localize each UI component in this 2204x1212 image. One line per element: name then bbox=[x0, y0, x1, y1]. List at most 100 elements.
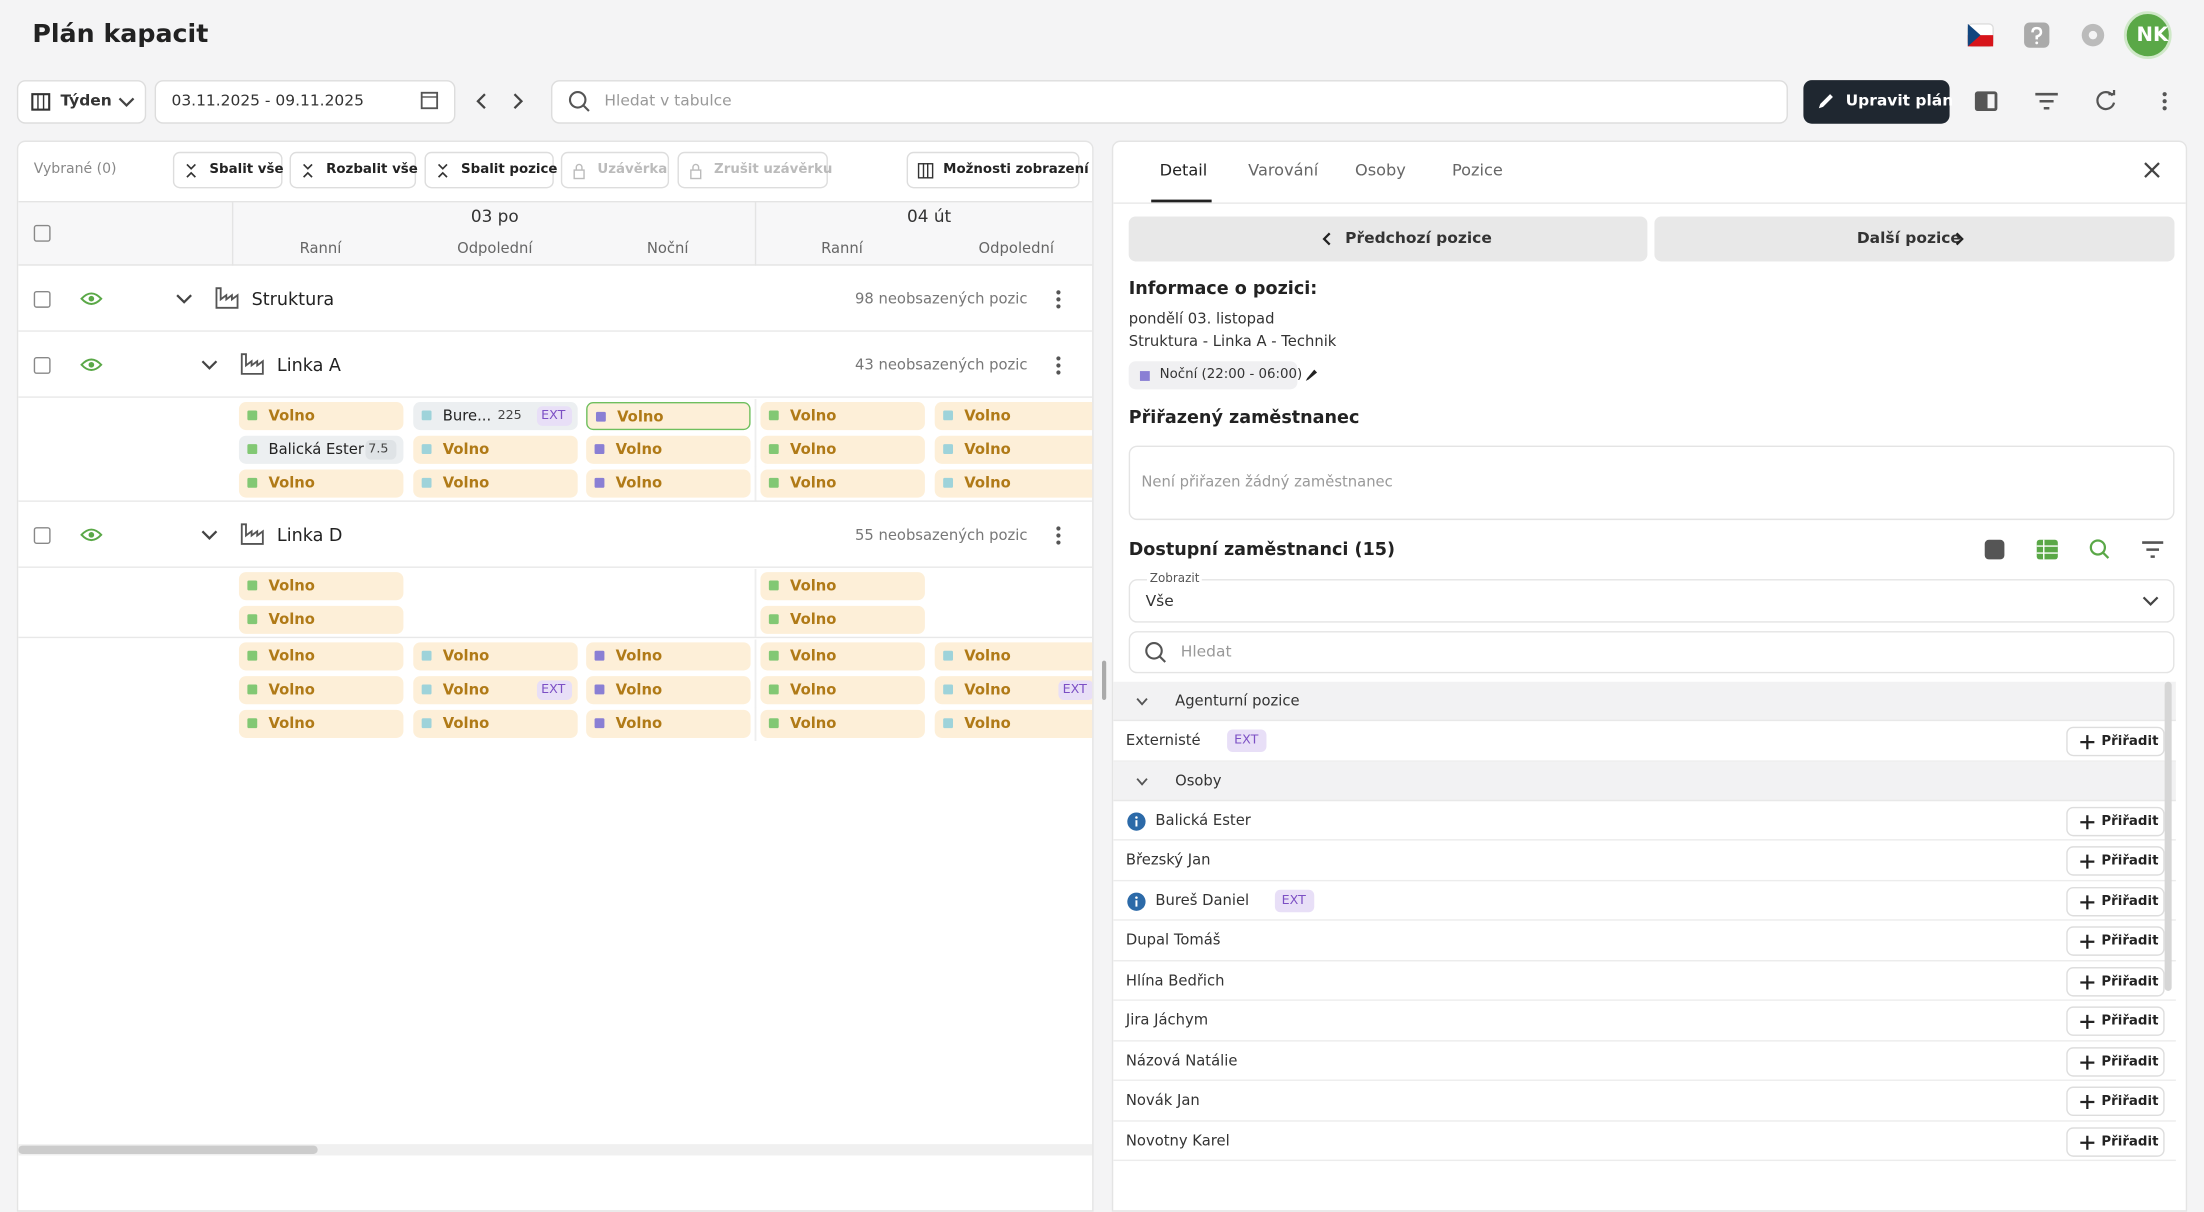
shift-cell[interactable]: Volno EXT bbox=[934, 676, 1093, 705]
cell-text[interactable]: Volno bbox=[789, 647, 837, 665]
shift-cell[interactable]: Volno bbox=[586, 642, 751, 671]
cell-text[interactable]: Volno bbox=[268, 681, 315, 699]
shift-cell[interactable]: Volno bbox=[238, 605, 404, 634]
assign-button[interactable]: Přiřadit bbox=[2066, 1046, 2165, 1076]
toolbar-button[interactable]: Sbalit vše bbox=[172, 151, 284, 189]
shift-cell[interactable]: Balická Ester 7.5 bbox=[238, 435, 404, 464]
assign-button[interactable]: Přiřadit bbox=[2066, 1126, 2165, 1157]
cell-text[interactable]: Volno bbox=[964, 407, 1011, 425]
checkbox[interactable] bbox=[33, 357, 51, 374]
assign-button[interactable]: Přiřadit bbox=[2066, 886, 2165, 916]
assign-label[interactable]: Přiřadit bbox=[2101, 973, 2159, 989]
shift-cell[interactable]: Volno bbox=[586, 435, 751, 464]
shift-cell[interactable]: Volno bbox=[760, 402, 925, 431]
view-select[interactable] bbox=[16, 80, 147, 124]
assign-button[interactable]: Přiřadit bbox=[2066, 966, 2165, 996]
resize-handle[interactable] bbox=[1101, 660, 1107, 700]
cell-text[interactable]: Volno bbox=[268, 407, 315, 425]
checkbox[interactable] bbox=[33, 290, 51, 308]
assign-label[interactable]: Přiřadit bbox=[2101, 733, 2159, 750]
shift-cell[interactable]: Bure... 225 EXT bbox=[413, 402, 578, 431]
prev-button[interactable]: Předchozí pozice bbox=[1128, 216, 1648, 262]
employee-search[interactable] bbox=[1128, 631, 2175, 674]
cell-text[interactable]: Volno bbox=[789, 577, 837, 595]
view-options-button[interactable]: Možnosti zobrazení bbox=[906, 151, 1089, 189]
tab[interactable]: Pozice bbox=[1451, 160, 1503, 180]
toolbar-button-label[interactable]: Sbalit pozice bbox=[461, 161, 558, 178]
tab[interactable]: Osoby bbox=[1355, 160, 1406, 180]
assign-label[interactable]: Přiřadit bbox=[2101, 813, 2159, 829]
assign-button[interactable]: Přiřadit bbox=[2066, 926, 2165, 956]
assign-label[interactable]: Přiřadit bbox=[2101, 933, 2159, 949]
tab[interactable]: Detail bbox=[1159, 160, 1208, 180]
shift-cell[interactable]: Volno bbox=[413, 435, 578, 464]
shift-cell[interactable]: Volno bbox=[934, 469, 1093, 498]
filter-select[interactable] bbox=[1128, 579, 2175, 623]
cell-text[interactable]: Volno bbox=[964, 441, 1011, 459]
prev-label[interactable]: Předchozí pozice bbox=[1345, 229, 1492, 248]
cell-text[interactable]: Volno bbox=[615, 475, 663, 492]
cell-text[interactable]: Volno bbox=[964, 647, 1011, 665]
cell-text[interactable]: Volno bbox=[615, 441, 663, 459]
toolbar-button-label[interactable]: Rozbalit vše bbox=[326, 161, 418, 178]
next-label[interactable]: Další pozice bbox=[1856, 229, 1961, 248]
shift-cell[interactable]: Volno EXT bbox=[413, 676, 578, 705]
shift-cell[interactable]: Volno bbox=[760, 605, 925, 634]
cell-text[interactable]: Volno bbox=[442, 715, 490, 733]
toolbar-button[interactable]: Sbalit pozice bbox=[424, 151, 557, 189]
shift-cell[interactable]: Volno bbox=[238, 572, 404, 601]
shift-cell[interactable]: Volno bbox=[934, 709, 1093, 738]
cell-text[interactable]: Volno bbox=[268, 715, 315, 733]
cell-text[interactable]: Volno bbox=[617, 409, 664, 426]
shift-cell[interactable]: Volno bbox=[586, 676, 751, 705]
shift-cell[interactable]: Volno bbox=[238, 676, 404, 705]
shift-cell[interactable]: Volno bbox=[238, 709, 404, 738]
shift-cell[interactable]: Volno bbox=[586, 709, 751, 738]
next-button[interactable]: Další pozice bbox=[1654, 216, 2175, 262]
cell-text[interactable]: Volno bbox=[615, 681, 663, 699]
shift-cell[interactable]: Volno bbox=[760, 676, 925, 705]
shift-cell[interactable]: Volno bbox=[413, 709, 578, 738]
assign-label[interactable]: Přiřadit bbox=[2101, 893, 2159, 909]
checkbox[interactable] bbox=[33, 224, 51, 242]
assign-label[interactable]: Přiřadit bbox=[2101, 853, 2159, 869]
assign-button[interactable]: Přiřadit bbox=[2066, 1086, 2165, 1117]
toolbar-button-label[interactable]: Sbalit vše bbox=[209, 161, 284, 178]
shift-cell[interactable]: Volno bbox=[413, 469, 578, 498]
shift-cell[interactable]: Volno bbox=[413, 642, 578, 671]
cell-text[interactable]: Volno bbox=[789, 611, 837, 629]
assign-label[interactable]: Přiřadit bbox=[2101, 1133, 2159, 1150]
assign-button[interactable]: Přiřadit bbox=[2066, 726, 2165, 757]
shift-cell[interactable]: Volno bbox=[760, 572, 925, 601]
cell-text[interactable]: Volno bbox=[268, 577, 315, 595]
cell-text[interactable]: Bure... bbox=[442, 407, 492, 425]
filter-value[interactable]: Vše bbox=[1145, 591, 1174, 611]
cell-text[interactable]: Volno bbox=[615, 715, 663, 733]
cell-text[interactable]: Volno bbox=[442, 681, 490, 699]
cell-text[interactable]: Volno bbox=[789, 441, 837, 459]
shift-cell[interactable]: Volno bbox=[586, 469, 751, 498]
shift-cell[interactable]: Volno bbox=[760, 469, 925, 498]
cell-text[interactable]: Volno bbox=[964, 715, 1011, 733]
shift-cell[interactable]: Volno bbox=[586, 402, 751, 431]
cell-text[interactable]: Volno bbox=[615, 647, 663, 665]
cell-text[interactable]: Volno bbox=[268, 647, 315, 665]
table-search[interactable] bbox=[550, 80, 1788, 124]
cell-text[interactable]: Volno bbox=[442, 647, 490, 665]
assign-label[interactable]: Přiřadit bbox=[2101, 1013, 2159, 1029]
cell-text[interactable]: Balická Ester bbox=[268, 441, 364, 459]
shift-cell[interactable]: Volno bbox=[238, 469, 404, 498]
date-input[interactable] bbox=[154, 80, 456, 124]
assign-button[interactable]: Přiřadit bbox=[2066, 1006, 2165, 1036]
toolbar-button[interactable]: Rozbalit vše bbox=[289, 151, 418, 189]
cell-text[interactable]: Volno bbox=[964, 681, 1011, 699]
shift-cell[interactable]: Volno bbox=[760, 709, 925, 738]
cell-text[interactable]: Volno bbox=[268, 611, 315, 629]
checkbox[interactable] bbox=[33, 527, 51, 544]
cell-text[interactable]: Volno bbox=[789, 475, 837, 492]
cell-text[interactable]: Volno bbox=[964, 475, 1011, 492]
shift-cell[interactable]: Volno bbox=[934, 402, 1093, 431]
cell-text[interactable]: Volno bbox=[442, 441, 490, 459]
cell-text[interactable]: Volno bbox=[268, 475, 315, 492]
cell-text[interactable]: Volno bbox=[442, 475, 490, 492]
